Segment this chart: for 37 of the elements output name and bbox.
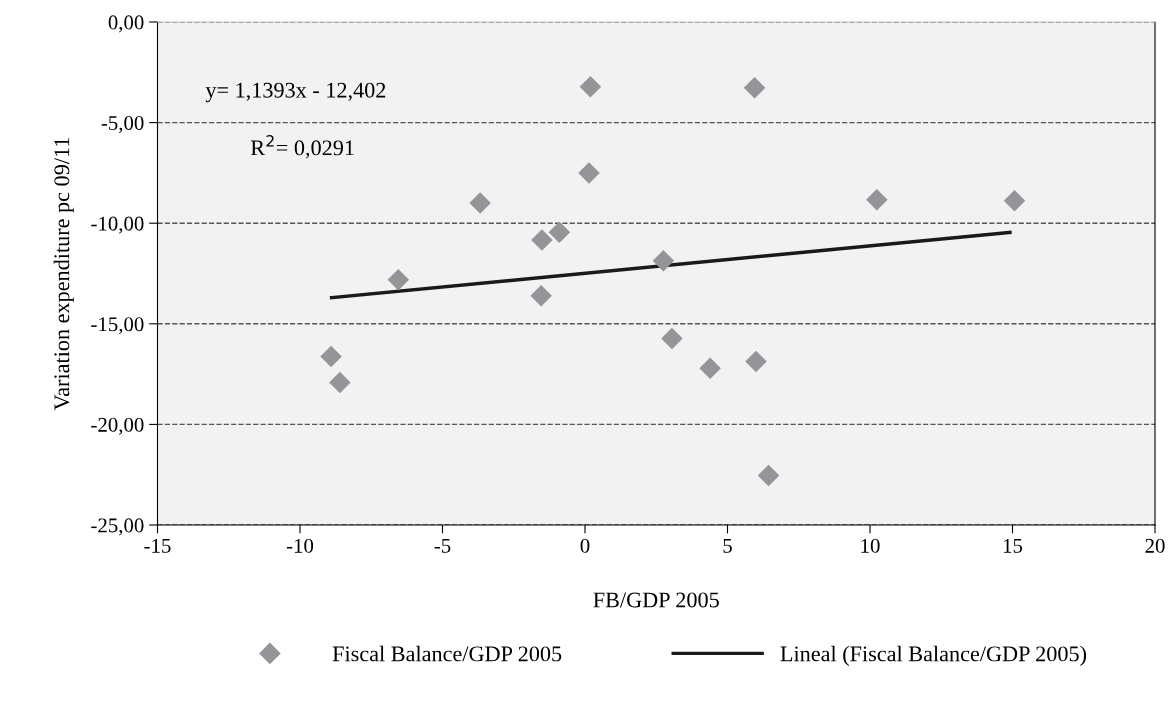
- point: [531, 229, 553, 251]
- x-tick-label: -5: [434, 539, 451, 553]
- point: [387, 268, 410, 291]
- legend-label: Fiscal Balance/GDP 2005: [332, 645, 562, 662]
- point: [1003, 189, 1026, 212]
- x-axis-title: FB/GDP 2005: [593, 592, 719, 608]
- point: [329, 371, 351, 394]
- x-tick-label: -10: [286, 538, 314, 553]
- point: [530, 285, 552, 307]
- point: [699, 357, 721, 380]
- x-tick-label: 0: [580, 538, 590, 553]
- point: [652, 250, 675, 272]
- point: [661, 327, 683, 350]
- point: [469, 192, 491, 214]
- x-tick-label: 5: [723, 539, 732, 553]
- legend-label: Lineal (Fiscal Balance/GDP 2005): [780, 645, 1087, 666]
- point: [745, 350, 767, 373]
- y-tick-label: -25,00: [91, 518, 144, 536]
- point: [866, 188, 888, 211]
- y-tick-label: -20,00: [91, 417, 144, 435]
- annotation: y= 1,1393x - 12,402: [205, 82, 386, 103]
- x-tick-label: 10: [861, 538, 880, 553]
- annotation: R$^{2}$= 0,0291: [250, 135, 354, 159]
- point: [320, 345, 342, 368]
- y-tick-label: 0,00: [108, 15, 144, 33]
- y-tick-label: -10,00: [91, 216, 144, 234]
- y-tick-label: -15,00: [91, 317, 144, 335]
- point: [548, 221, 571, 244]
- x-tick-label: 20: [1145, 538, 1165, 553]
- x-tick-label: -15: [144, 538, 171, 553]
- point: [578, 162, 600, 184]
- point: [757, 464, 780, 487]
- y-axis-title: Variation expenditure pc 09/11: [53, 137, 74, 411]
- y-tick-label: -5,00: [101, 115, 144, 134]
- point: [743, 77, 766, 99]
- x-tick-label: 15: [1003, 538, 1023, 553]
- point: [579, 76, 602, 98]
